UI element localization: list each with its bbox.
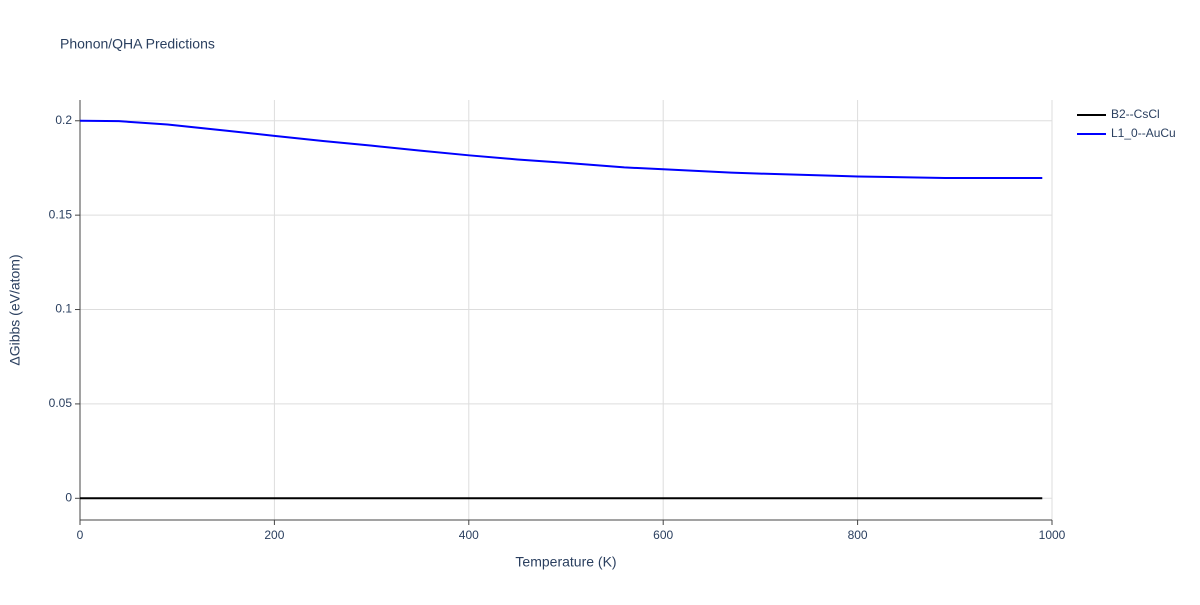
y-tick-label: 0.15 (49, 207, 73, 221)
y-tick-label: 0.1 (55, 302, 72, 316)
legend-label: B2--CsCl (1111, 107, 1160, 121)
x-axis-label: Temperature (K) (515, 554, 616, 570)
line-series (79, 119, 1043, 179)
y-tick-label: 0.05 (49, 396, 73, 410)
x-tick-label: 600 (653, 528, 673, 542)
x-tick-label: 0 (77, 528, 84, 542)
x-tick-label: 200 (264, 528, 284, 542)
chart-title: Phonon/QHA Predictions (60, 36, 215, 52)
legend-label: L1_0--AuCu (1111, 126, 1176, 140)
x-tick-label: 800 (848, 528, 868, 542)
y-tick-label: 0.2 (55, 113, 72, 127)
x-tick-label: 1000 (1039, 528, 1066, 542)
x-tick-label: 400 (459, 528, 479, 542)
y-axis-label: ΔGibbs (eV/atom) (7, 254, 23, 365)
y-tick-label: 0 (65, 490, 72, 504)
